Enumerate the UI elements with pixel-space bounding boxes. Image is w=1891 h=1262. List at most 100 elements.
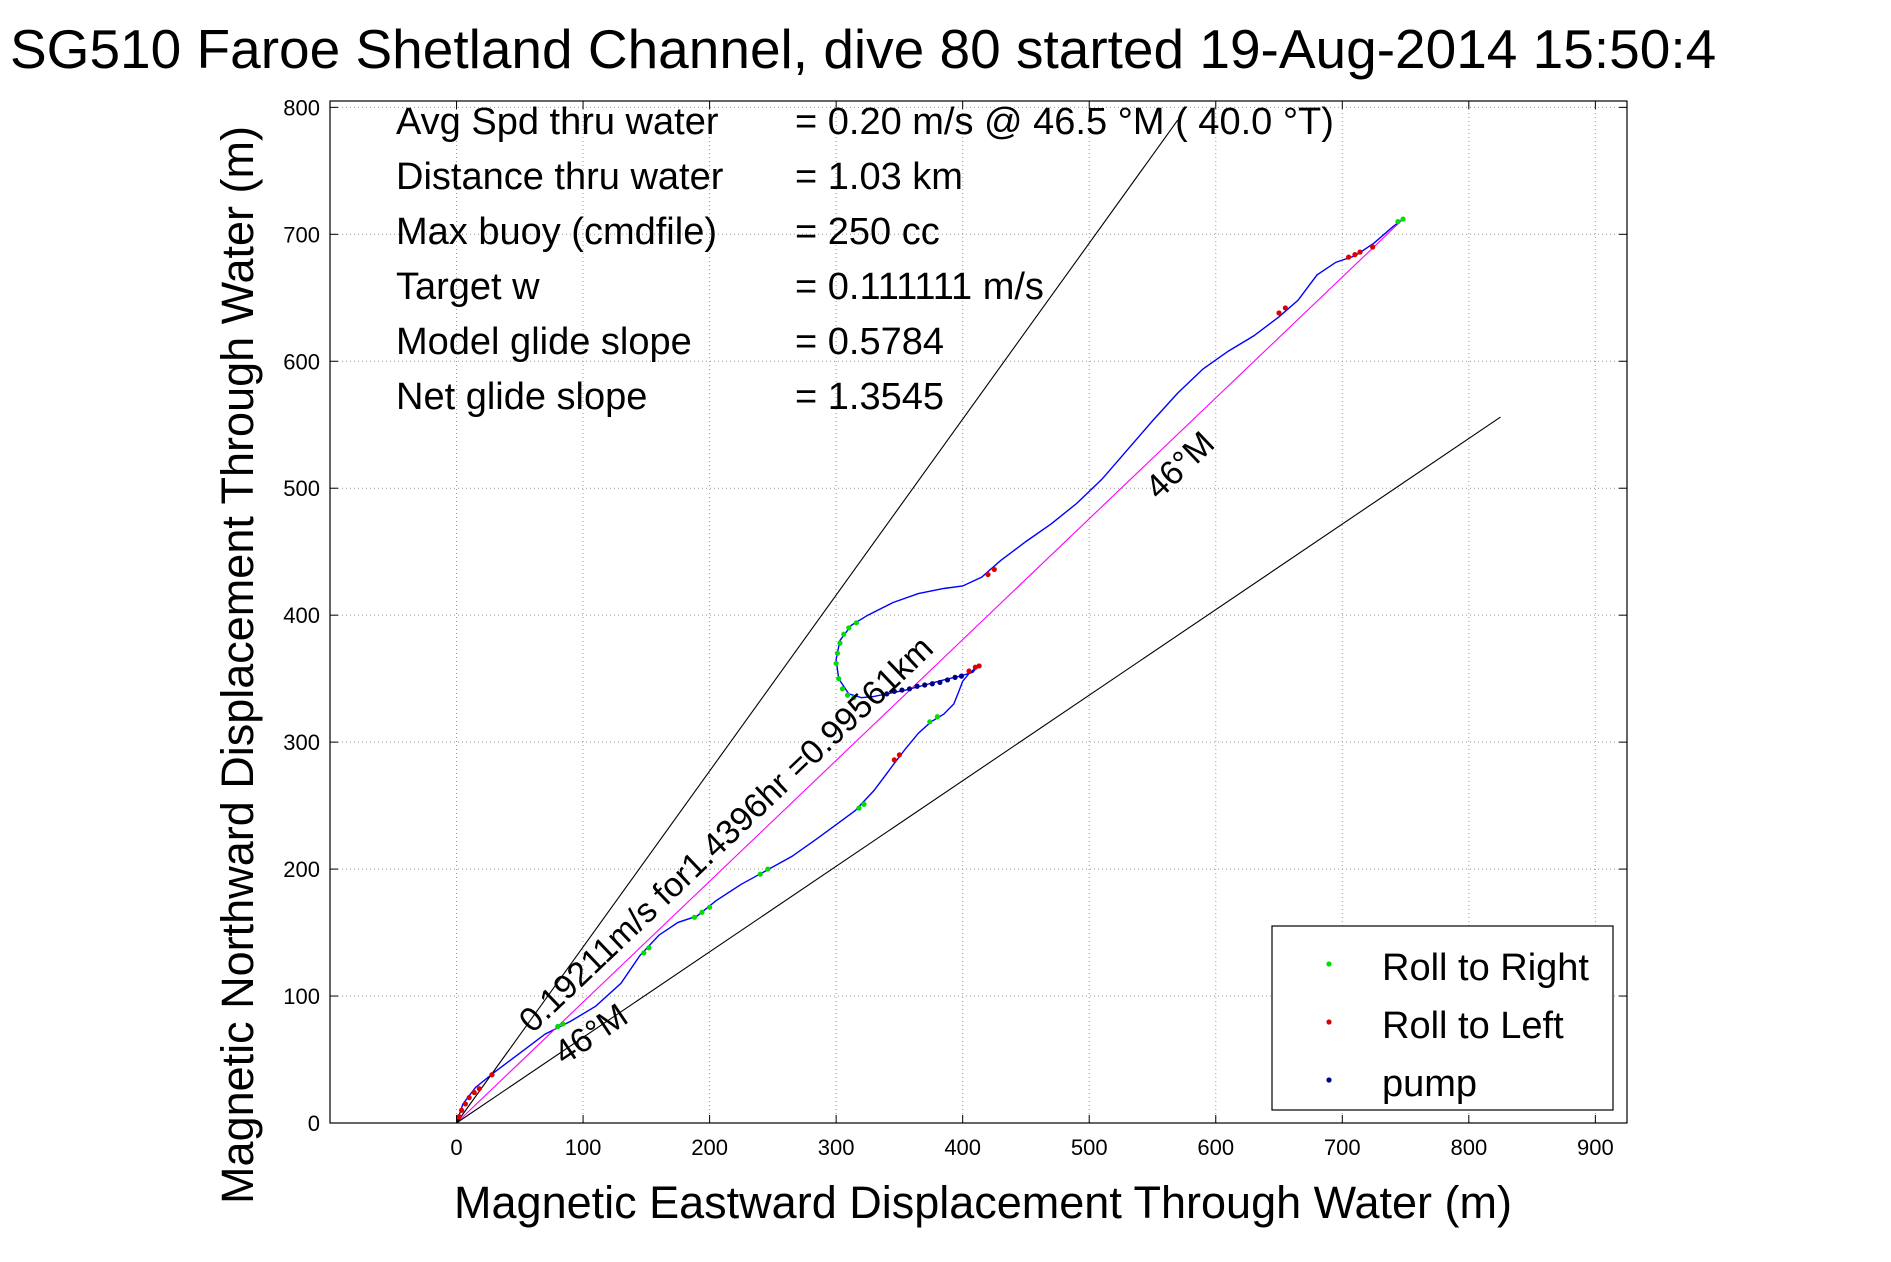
reference-line-line — [456, 416, 1501, 1124]
info-value: = 0.20 m/s @ 46.5 °M ( 40.0 °T) — [795, 101, 1334, 143]
info-label: Avg Spd thru water — [396, 101, 719, 143]
chart-title: SG510 Faroe Shetland Channel, dive 80 st… — [10, 18, 1716, 80]
roll-to-right-marker — [1400, 216, 1406, 222]
roll-to-left-marker — [456, 1114, 462, 1120]
info-label: Target w — [396, 266, 540, 308]
roll-to-left-marker — [976, 663, 982, 669]
legend-swatch — [1326, 1019, 1332, 1025]
roll-to-right-marker — [834, 650, 841, 656]
info-value: = 0.5784 — [795, 321, 944, 363]
pump-marker — [891, 688, 897, 694]
legend-entry: Roll to Right — [1382, 947, 1589, 989]
legend-entry: Roll to Left — [1382, 1005, 1564, 1047]
pump-marker — [929, 681, 935, 687]
roll-to-left-marker — [1357, 249, 1363, 255]
roll-to-left-marker — [462, 1101, 468, 1107]
roll-to-right-marker — [765, 866, 771, 872]
y-tick-label: 700 — [283, 222, 320, 247]
roll-to-left-marker — [985, 571, 991, 578]
info-label: Net glide slope — [396, 376, 647, 418]
roll-to-right-marker — [856, 805, 862, 811]
line-annotation: 46°M — [1138, 424, 1222, 507]
x-axis-label: Magnetic Eastward Displacement Through W… — [454, 1177, 1512, 1228]
legend: Roll to Right Roll to Left pump — [1271, 925, 1614, 1111]
legend-swatch — [1326, 961, 1332, 967]
y-tick-label: 800 — [283, 95, 320, 120]
x-tick-label: 200 — [691, 1135, 728, 1160]
roll-to-right-marker — [844, 692, 851, 698]
roll-to-left-marker — [489, 1072, 495, 1078]
info-value: = 1.3545 — [795, 376, 944, 418]
series-markers — [456, 216, 1406, 1120]
series-lines — [455, 119, 1501, 1124]
rhumb-line-line — [456, 218, 1404, 1124]
roll-to-left-marker — [466, 1095, 472, 1101]
x-tick-label: 700 — [1324, 1135, 1361, 1160]
x-tick-label: 800 — [1450, 1135, 1487, 1160]
roll-to-right-marker — [833, 660, 839, 667]
roll-to-right-marker — [707, 904, 713, 910]
roll-to-left-marker — [471, 1089, 477, 1096]
roll-to-left-marker — [1276, 310, 1282, 316]
info-value: = 250 cc — [795, 211, 940, 253]
roll-to-right-marker — [853, 620, 859, 626]
roll-to-right-marker — [560, 1021, 566, 1027]
pump-marker — [899, 687, 905, 693]
roll-to-right-marker — [691, 914, 698, 920]
pump-marker — [944, 677, 951, 683]
roll-to-right-marker — [646, 945, 652, 951]
roll-to-right-marker — [1395, 219, 1401, 225]
grid — [330, 101, 1627, 1124]
roll-to-left-marker — [991, 566, 997, 573]
reference-line-line — [456, 119, 1179, 1124]
roll-to-right-marker — [836, 676, 842, 682]
x-tick-label: 500 — [1071, 1135, 1108, 1160]
axis-ticks: 0 100 200 300 400 500 600 700 800 900 0 100 200 300 40… — [283, 95, 1627, 1160]
pump-marker — [914, 683, 920, 689]
roll-to-right-marker — [555, 1023, 561, 1030]
y-tick-label: 300 — [283, 730, 320, 755]
roll-to-right-marker — [841, 631, 847, 637]
line-annotation: 0.19211m/s for1.4396hr =0.99561km — [512, 629, 941, 1040]
y-axis-label: Magnetic Northward Displacement Through … — [212, 126, 263, 1204]
legend-swatch — [1326, 1077, 1332, 1083]
y-tick-label: 500 — [283, 476, 320, 501]
pump-marker — [952, 674, 958, 680]
info-label: Model glide slope — [396, 321, 692, 363]
roll-to-right-marker — [927, 719, 933, 725]
info-value: = 0.111111 m/s — [795, 266, 1044, 308]
info-panel: Avg Spd thru water = 0.20 m/s @ 46.5 °M (… — [396, 101, 1334, 418]
x-tick-label: 100 — [565, 1135, 602, 1160]
roll-to-left-marker — [1346, 254, 1352, 260]
roll-to-left-marker — [1370, 244, 1376, 250]
roll-to-left-marker — [891, 757, 897, 763]
roll-to-left-marker — [966, 668, 972, 674]
roll-to-right-marker — [699, 909, 705, 915]
y-tick-label: 600 — [283, 349, 320, 374]
info-value: = 1.03 km — [795, 156, 963, 198]
roll-to-right-marker — [851, 695, 857, 701]
annotations: 0.19211m/s for1.4396hr =0.99561km46°M46°… — [512, 424, 1222, 1072]
roll-to-right-marker — [837, 640, 843, 646]
roll-to-right-marker — [934, 714, 940, 720]
pump-marker — [884, 691, 890, 697]
x-tick-label: 400 — [944, 1135, 981, 1160]
roll-to-right-marker — [757, 871, 763, 877]
roll-to-left-marker — [458, 1107, 465, 1113]
y-tick-label: 0 — [308, 1111, 320, 1136]
roll-to-right-marker — [641, 950, 647, 956]
pump-marker — [937, 679, 943, 686]
roll-to-left-marker — [896, 752, 903, 758]
x-tick-label: 300 — [818, 1135, 855, 1160]
info-label: Max buoy (cmdfile) — [396, 211, 717, 253]
y-tick-label: 100 — [283, 984, 320, 1009]
pump-marker — [958, 673, 965, 679]
y-tick-label: 200 — [283, 857, 320, 882]
info-label: Distance thru water — [396, 156, 724, 198]
pump-marker — [922, 682, 928, 688]
roll-to-right-marker — [839, 686, 846, 692]
roll-to-right-marker — [861, 801, 867, 807]
roll-to-left-marker — [1282, 305, 1288, 311]
roll-to-right-marker — [846, 625, 852, 631]
